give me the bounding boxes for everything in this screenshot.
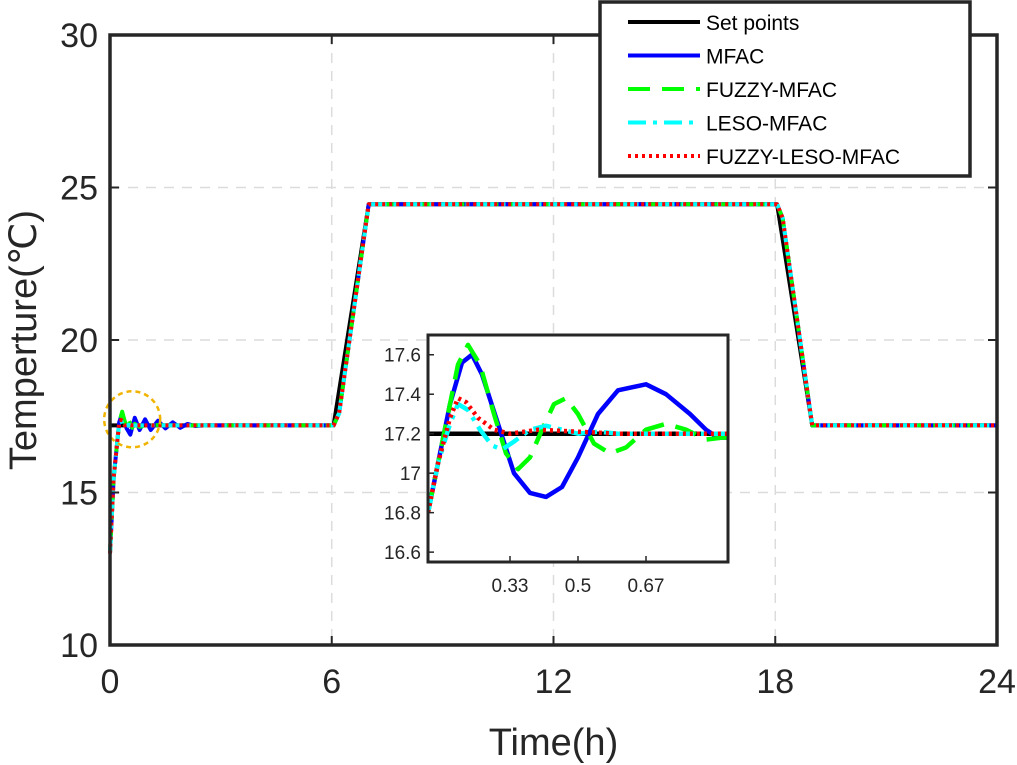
legend-entry-label: FUZZY-LESO-MFAC bbox=[706, 146, 900, 169]
inset-x-tick-label: 0.5 bbox=[565, 576, 591, 597]
x-tick-label: 0 bbox=[101, 663, 120, 701]
inset-series-line-2 bbox=[428, 342, 728, 514]
inset-y-tick-label: 17.4 bbox=[384, 385, 421, 406]
inset-y-tick-label: 17.6 bbox=[384, 346, 421, 367]
legend: Set points MFAC FUZZY-MFAC LESO-MFAC FUZZY-L… bbox=[598, 0, 972, 178]
y-tick-label: 30 bbox=[60, 17, 98, 55]
y-tick-label: 20 bbox=[60, 322, 98, 360]
zoom-highlight-circle bbox=[102, 390, 162, 449]
legend-entry-label: MFAC bbox=[706, 46, 764, 69]
inset-y-tick-label: 16.8 bbox=[384, 504, 421, 525]
x-tick-label: 24 bbox=[978, 663, 1016, 701]
inset-y-tick-label: 17.2 bbox=[384, 425, 421, 446]
legend-entry-label: FUZZY-MFAC bbox=[706, 79, 837, 102]
inset-series bbox=[428, 342, 728, 514]
inset-ticks: 0.33 0.5 0.67 16.6 16.8 17 17.2 17.4 17.6 bbox=[384, 346, 664, 597]
x-axis-label: Time(h) bbox=[489, 722, 618, 764]
y-tick-label: 10 bbox=[60, 627, 98, 665]
main-series bbox=[108, 202, 997, 554]
y-tick-label: 15 bbox=[60, 475, 98, 513]
y-tick-label: 25 bbox=[60, 170, 98, 208]
legend-box bbox=[598, 0, 972, 178]
main-ticks: 0 6 12 18 24 10 15 20 25 30 bbox=[60, 17, 1016, 701]
legend-entry-label: Set points bbox=[706, 12, 799, 35]
inset-x-tick-label: 0.67 bbox=[628, 576, 665, 597]
inset-x-tick-label: 0.33 bbox=[492, 576, 529, 597]
series-line-3 bbox=[108, 202, 997, 554]
inset-series-line-1 bbox=[428, 352, 728, 514]
inset-plot: 0.33 0.5 0.67 16.6 16.8 17 17.2 17.4 17.6 bbox=[384, 333, 730, 597]
x-tick-label: 12 bbox=[535, 663, 573, 701]
inset-y-tick-label: 16.6 bbox=[384, 543, 421, 564]
series-line-4 bbox=[108, 202, 997, 554]
inset-series-line-3 bbox=[428, 401, 728, 514]
inset-y-tick-label: 17 bbox=[400, 464, 421, 485]
legend-entry-label: LESO-MFAC bbox=[706, 113, 827, 136]
x-tick-label: 6 bbox=[322, 663, 341, 701]
inset-plot-area bbox=[428, 335, 728, 562]
y-axis-label: Temperture(℃) bbox=[3, 210, 45, 470]
x-tick-label: 18 bbox=[756, 663, 794, 701]
